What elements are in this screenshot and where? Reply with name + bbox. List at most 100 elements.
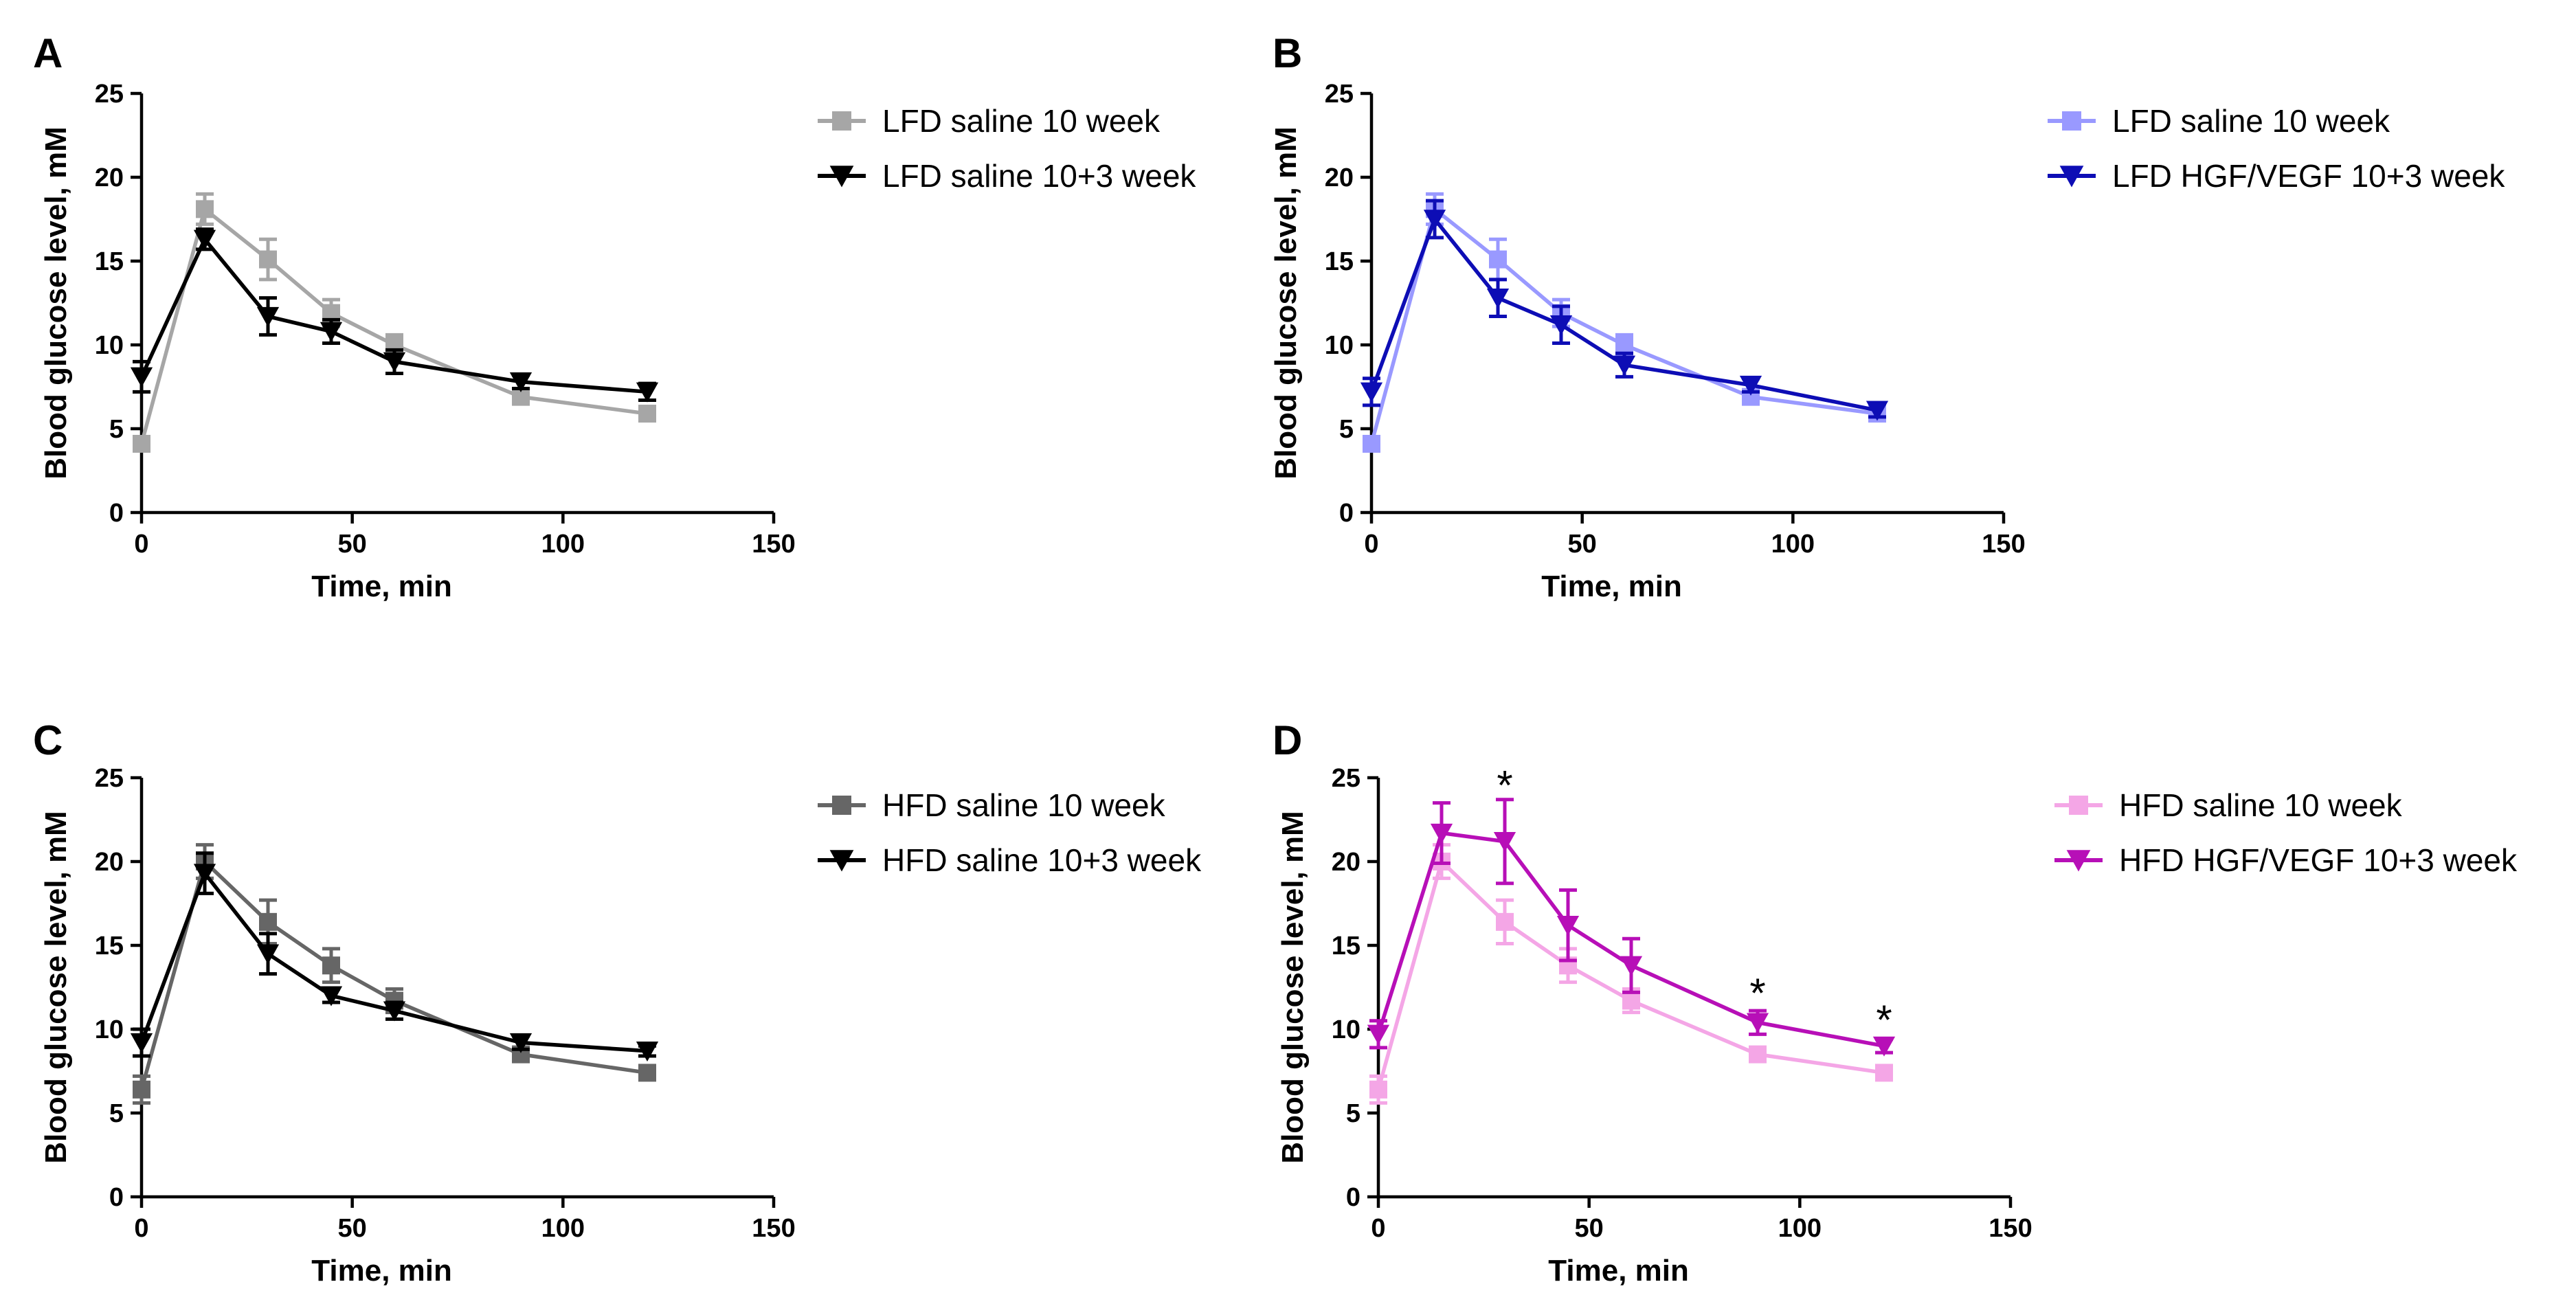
data-point	[383, 352, 406, 372]
data-point	[1613, 355, 1636, 376]
x-axis-title: Time, min	[1548, 1254, 1689, 1288]
data-point	[383, 1001, 406, 1022]
y-tick-label: 25	[95, 764, 124, 793]
legend-entry: HFD HGF/VEGF 10+3 week	[2054, 842, 2518, 878]
series-1	[1363, 192, 1886, 453]
data-point	[1367, 1024, 1390, 1045]
legend-swatch-marker	[832, 796, 851, 815]
y-tick-label: 25	[95, 80, 124, 109]
series-2	[130, 851, 659, 1062]
series-line	[1369, 207, 1878, 445]
y-tick-label: 15	[95, 932, 124, 960]
series-line	[139, 207, 648, 445]
data-point	[256, 944, 280, 965]
legend-entry: LFD saline 10 week	[2048, 103, 2390, 139]
panel-letter: D	[1273, 717, 1302, 763]
data-point	[1549, 315, 1573, 336]
x-axis-title: Time, min	[311, 1254, 452, 1288]
y-tick-label: 0	[109, 1183, 124, 1212]
data-point	[320, 322, 343, 342]
data-point	[638, 405, 656, 423]
y-tick-label: 20	[95, 164, 124, 192]
significance-asterisk: *	[1497, 762, 1512, 808]
data-point	[130, 367, 153, 387]
x-axis-title: Time, min	[311, 570, 452, 603]
panel-c: C 0 5 10 15 20 25 0 50 100 150 Time, min Blood gluco…	[33, 717, 1202, 1288]
data-point	[133, 434, 150, 453]
y-tick-label: 10	[1332, 1015, 1360, 1044]
y-tick-label: 0	[1339, 499, 1354, 528]
series-2	[1360, 199, 1889, 421]
data-point	[193, 864, 216, 884]
x-axis-title: Time, min	[1541, 570, 1682, 603]
y-tick-label: 25	[1325, 80, 1354, 109]
legend-swatch-marker	[829, 166, 854, 188]
data-point	[1875, 1064, 1893, 1082]
x-tick-label: 0	[134, 1214, 148, 1243]
legend-swatch-marker	[2062, 111, 2081, 131]
panel-letter: A	[33, 30, 63, 76]
x-tick-label: 0	[1364, 530, 1378, 559]
y-tick-label: 15	[1332, 932, 1360, 960]
legend-entry: HFD saline 10 week	[2054, 787, 2403, 823]
data-point	[509, 1033, 533, 1053]
data-point	[1622, 991, 1640, 1010]
legend-swatch-marker	[2069, 796, 2088, 815]
legend-label: LFD saline 10 week	[2112, 103, 2390, 139]
y-tick-label: 10	[95, 331, 124, 360]
data-point	[193, 229, 216, 250]
legend-swatch-marker	[2066, 850, 2091, 872]
data-point	[133, 1080, 150, 1099]
legend-swatch-marker	[832, 111, 851, 131]
y-tick-label: 10	[95, 1015, 124, 1044]
panel-a: A 0 5 10 15 20 25 0 50 100 150 Time, min Blood gluco…	[33, 30, 1196, 603]
significance-asterisk: *	[1876, 997, 1892, 1043]
x-tick-label: 50	[338, 1214, 367, 1243]
data-point	[259, 250, 277, 269]
legend-label: HFD saline 10+3 week	[882, 842, 1202, 878]
x-tick-label: 100	[1778, 1214, 1822, 1243]
legend-label: LFD saline 10+3 week	[882, 158, 1196, 194]
data-point	[196, 200, 214, 218]
y-tick-label: 10	[1325, 331, 1354, 360]
data-point	[130, 1033, 153, 1053]
series-line	[139, 859, 648, 1090]
x-tick-label: 50	[338, 530, 367, 559]
series-line	[139, 871, 648, 1053]
data-point	[1872, 1036, 1896, 1057]
series-2	[1367, 798, 1896, 1057]
data-point	[1496, 912, 1514, 931]
x-tick-label: 150	[752, 1214, 795, 1243]
data-point	[1363, 434, 1380, 453]
x-tick-label: 100	[1771, 530, 1815, 559]
panel-d: D 0 5 10 15 20 25 0 50 100 150 Time, min Blood gluco…	[1273, 717, 2518, 1288]
y-tick-label: 25	[1332, 764, 1360, 793]
data-point	[509, 372, 533, 392]
data-point	[1369, 1080, 1387, 1099]
x-tick-label: 100	[541, 530, 585, 559]
y-tick-label: 15	[1325, 247, 1354, 276]
y-tick-label: 5	[109, 1099, 124, 1128]
legend-label: HFD HGF/VEGF 10+3 week	[2119, 842, 2518, 878]
data-point	[256, 306, 280, 327]
data-point	[1866, 401, 1889, 421]
data-point	[1556, 916, 1580, 936]
y-tick-label: 15	[95, 247, 124, 276]
legend-swatch-marker	[829, 850, 854, 872]
significance-asterisk: *	[1749, 970, 1765, 1016]
data-point	[1493, 832, 1516, 853]
legend-entry: LFD HGF/VEGF 10+3 week	[2048, 158, 2505, 194]
legend-entry: LFD saline 10 week	[818, 103, 1161, 139]
y-tick-label: 0	[109, 499, 124, 528]
x-tick-label: 50	[1575, 1214, 1604, 1243]
data-point	[1486, 288, 1510, 308]
data-point	[320, 986, 343, 1007]
series-line	[1369, 217, 1878, 412]
data-point	[1620, 956, 1643, 976]
data-point	[1360, 382, 1383, 403]
legend-label: LFD saline 10 week	[882, 103, 1161, 139]
x-tick-label: 150	[752, 530, 795, 559]
series-2	[130, 227, 659, 403]
y-tick-label: 5	[1346, 1099, 1360, 1128]
